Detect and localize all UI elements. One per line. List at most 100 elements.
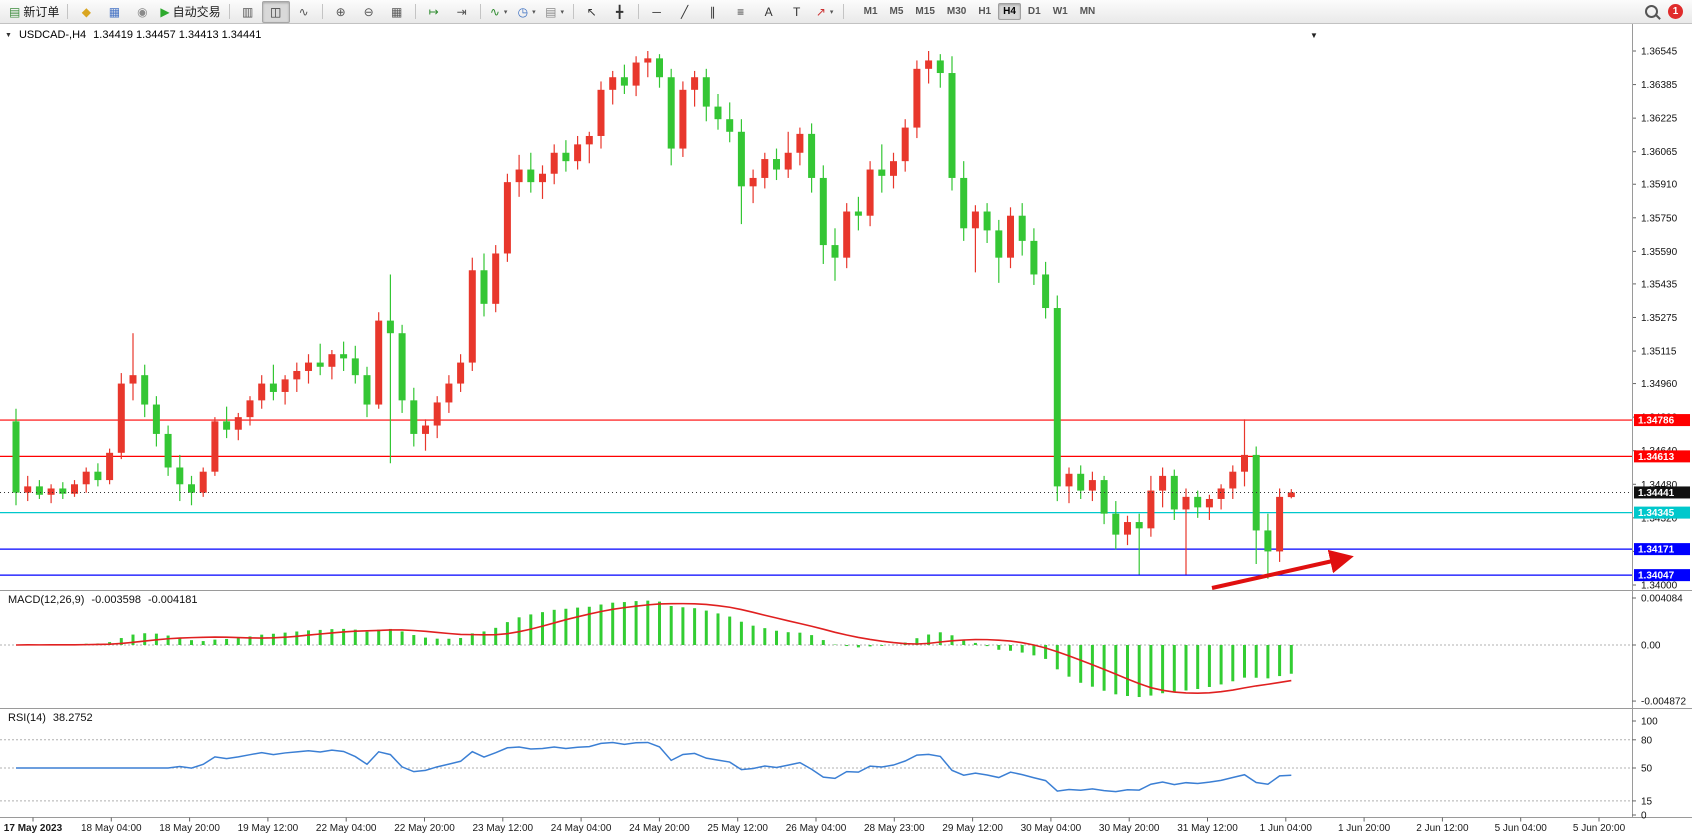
- bar-chart-button[interactable]: ▥: [234, 1, 262, 23]
- timeframe-m1[interactable]: M1: [863, 6, 878, 17]
- candle-body: [773, 159, 780, 170]
- candle-body: [808, 133, 816, 178]
- candle-body: [293, 370, 301, 380]
- about-button[interactable]: ◉: [128, 1, 156, 23]
- candle-body: [819, 177, 827, 246]
- toolbar-separator: [637, 4, 639, 19]
- price-tick-label: 1.36385: [1641, 80, 1678, 91]
- candle-body: [702, 77, 710, 107]
- toolbar-separator: [321, 4, 323, 19]
- rsi-tick-label: 15: [1641, 796, 1653, 807]
- fibonacci-button[interactable]: ≡: [727, 1, 755, 23]
- candle-body: [82, 471, 90, 485]
- trendline-button[interactable]: ╱: [671, 1, 699, 23]
- chart-canvas[interactable]: 1.36545 1.36385 1.36225 1.36065 1.35910 1.357…: [0, 24, 1692, 839]
- candle-body: [1077, 473, 1085, 491]
- candle-body: [141, 375, 149, 405]
- timeframe-h4[interactable]: H4: [998, 3, 1021, 20]
- templates-button[interactable]: ▤ ▾: [541, 1, 569, 23]
- timeframe-d1[interactable]: D1: [1027, 6, 1041, 17]
- price-badge-bg: [1634, 543, 1690, 556]
- time-tick-label: 5 Jun 04:00: [1495, 823, 1548, 834]
- candle-body: [457, 362, 465, 384]
- new-order-icon: ▤: [9, 4, 21, 19]
- candle-body: [94, 471, 102, 481]
- chart-shift-button[interactable]: ⇥: [448, 1, 476, 23]
- macd-tick-label: 0.00: [1641, 641, 1661, 652]
- candle-body: [164, 433, 172, 468]
- candle-body: [574, 144, 582, 162]
- candle-body: [796, 133, 804, 153]
- timeframe-mn[interactable]: MN: [1079, 6, 1096, 17]
- candle-body: [117, 383, 125, 453]
- search-icon[interactable]: [1645, 5, 1658, 18]
- timeframe-w1[interactable]: W1: [1052, 6, 1068, 17]
- text-button[interactable]: A: [755, 1, 783, 23]
- candle-body: [1205, 498, 1213, 508]
- candle-body: [375, 320, 383, 405]
- candlestick-series: [12, 51, 1295, 579]
- time-tick-label: 24 May 20:00: [629, 823, 690, 834]
- macd-tick-label: -0.004872: [1641, 697, 1686, 708]
- timeframe-m15[interactable]: M15: [915, 6, 935, 17]
- zoom-out-button[interactable]: ⊖: [355, 1, 383, 23]
- zoom-in-button[interactable]: ⊕: [327, 1, 355, 23]
- candle-body: [223, 421, 231, 430]
- candle-body: [1170, 475, 1178, 510]
- line-chart-button[interactable]: ∿: [290, 1, 318, 23]
- candle-body: [1182, 496, 1190, 510]
- cursor-button[interactable]: ↖: [578, 1, 606, 23]
- tile-windows-button[interactable]: ▦: [383, 1, 411, 23]
- notification-badge[interactable]: 1: [1668, 4, 1683, 19]
- price-badge: 1.34613: [1634, 450, 1690, 463]
- charts-icon: ▦: [108, 4, 121, 19]
- metaeditor-button[interactable]: ◆: [72, 1, 100, 23]
- price-badge-text: 1.34047: [1638, 571, 1675, 582]
- candle-body: [691, 77, 699, 90]
- crosshair-button[interactable]: ╋: [606, 1, 634, 23]
- hline-button[interactable]: ─: [643, 1, 671, 23]
- candle-body: [234, 417, 242, 430]
- bars-icon: ▥: [241, 4, 254, 19]
- candle-body: [188, 484, 195, 493]
- candle-body: [12, 421, 20, 493]
- price-tick-label: 1.34480: [1641, 480, 1678, 491]
- candle-body: [550, 152, 558, 174]
- timeframe-m30[interactable]: M30: [946, 6, 967, 17]
- timeframe-m5[interactable]: M5: [889, 6, 904, 17]
- trendline-icon: ╱: [680, 4, 689, 19]
- price-tick-label: 1.35435: [1641, 279, 1678, 290]
- label-button[interactable]: T: [783, 1, 811, 23]
- candle-body: [644, 58, 652, 63]
- candle-body: [1276, 496, 1284, 552]
- candle-body: [1088, 480, 1096, 491]
- scroll-to-end-icon[interactable]: ▼: [1310, 31, 1318, 40]
- candle-body: [714, 106, 722, 120]
- candle-body: [35, 486, 43, 495]
- fibo-icon: ≡: [737, 4, 745, 19]
- time-tick-label: 18 May 04:00: [81, 823, 142, 834]
- toolbar-separator: [842, 4, 844, 19]
- candle-body: [585, 135, 593, 145]
- auto-scroll-button[interactable]: ↦: [420, 1, 448, 23]
- arrows-button[interactable]: ↗ ▾: [811, 1, 839, 23]
- chart-title-marker-icon: ▼: [5, 31, 12, 39]
- new-order-button-label: 新订单: [23, 5, 60, 19]
- candle-body: [726, 119, 734, 132]
- candle-body: [1135, 522, 1143, 529]
- candle-body: [503, 182, 511, 254]
- new-order-button[interactable]: ▤ 新订单: [5, 1, 63, 23]
- candle-chart-button[interactable]: ◫: [261, 0, 290, 23]
- candle-body: [351, 358, 359, 376]
- trend-arrow[interactable]: [1211, 549, 1354, 590]
- time-tick-label: 28 May 23:00: [864, 823, 925, 834]
- periods-button[interactable]: ◷ ▾: [513, 1, 541, 23]
- autotrading-button[interactable]: ▶ 自动交易: [156, 1, 224, 23]
- channel-button[interactable]: ∥: [699, 1, 727, 23]
- charts-button[interactable]: ▦: [100, 1, 128, 23]
- time-tick-label: 1 Jun 04:00: [1260, 823, 1313, 834]
- rsi-indicator-label: RSI(14) 38.2752: [8, 712, 93, 724]
- indicators-button[interactable]: ∿ ▾: [485, 1, 513, 23]
- timeframe-h1[interactable]: H1: [978, 6, 992, 17]
- candle-body: [1112, 513, 1120, 535]
